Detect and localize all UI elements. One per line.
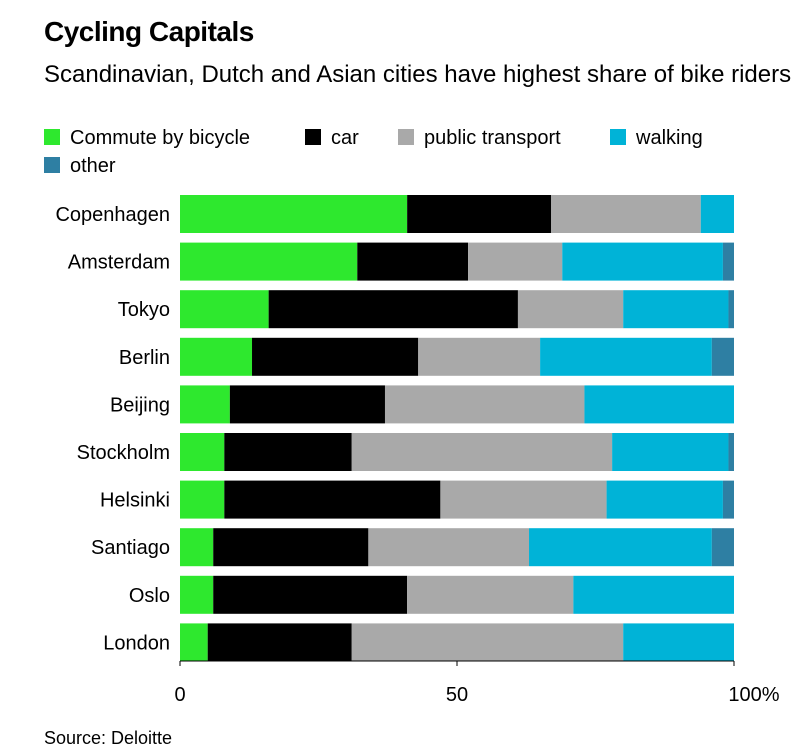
bar-helsinki-other (722, 480, 734, 519)
bar-beijing-bicycle (180, 385, 230, 424)
bar-tokyo-bicycle (180, 290, 269, 329)
bars-layer (180, 195, 734, 662)
category-label-copenhagen: Copenhagen (55, 204, 170, 226)
legend-swatch-car (305, 129, 321, 145)
legend-item-car: car (305, 127, 359, 150)
bar-tokyo-other (728, 290, 734, 329)
legend: Commute by bicycle car public transport … (44, 127, 784, 183)
legend-label-other: other (70, 155, 116, 177)
bar-helsinki-car (224, 480, 441, 519)
bar-london-public-transport (351, 623, 624, 662)
legend-swatch-other (44, 157, 60, 173)
category-label-helsinki: Helsinki (100, 490, 170, 512)
bar-berlin-other (711, 337, 734, 376)
legend-label-walking: walking (636, 127, 703, 149)
bar-helsinki-walking (606, 480, 723, 519)
bar-oslo-walking (573, 575, 734, 614)
legend-item-bicycle: Commute by bicycle (44, 127, 250, 150)
bar-santiago-public-transport (368, 528, 530, 567)
legend-swatch-bicycle (44, 129, 60, 145)
bar-amsterdam-car (357, 242, 469, 281)
bar-copenhagen-bicycle (180, 195, 408, 233)
x-tick-label-100: 100% (728, 684, 779, 706)
legend-swatch-public-transport (398, 129, 414, 145)
bar-stockholm-car (224, 433, 352, 471)
category-label-oslo: Oslo (129, 585, 170, 607)
bar-london-walking (623, 623, 734, 662)
bar-london-car (207, 623, 352, 662)
legend-label-car: car (331, 127, 359, 149)
bar-copenhagen-car (407, 195, 552, 233)
bar-stockholm-other (728, 433, 734, 471)
bar-helsinki-public-transport (440, 480, 607, 519)
x-axis: 0 50 100% (174, 660, 780, 706)
legend-label-bicycle: Commute by bicycle (70, 127, 251, 149)
category-label-tokyo: Tokyo (118, 299, 170, 321)
bar-santiago-car (213, 528, 369, 567)
bar-berlin-walking (540, 337, 712, 376)
bar-berlin-bicycle (180, 337, 253, 376)
legend-label-public-transport: public transport (424, 127, 561, 149)
legend-item-walking: walking (610, 127, 703, 150)
category-label-santiago: Santiago (91, 537, 170, 559)
bar-oslo-car (213, 575, 408, 614)
bar-tokyo-walking (623, 290, 729, 329)
category-labels: Copenhagen Amsterdam Tokyo Berlin Beijing Sto… (55, 204, 170, 654)
bar-tokyo-public-transport (517, 290, 624, 329)
bar-berlin-public-transport (418, 337, 541, 376)
category-label-stockholm: Stockholm (77, 442, 170, 464)
bar-santiago-other (711, 528, 734, 567)
bar-beijing-walking (584, 385, 734, 424)
legend-item-public-transport: public transport (398, 127, 561, 150)
bar-stockholm-bicycle (180, 433, 225, 471)
bar-beijing-public-transport (384, 385, 585, 424)
category-label-london: London (103, 632, 170, 654)
bar-santiago-walking (529, 528, 712, 567)
bar-london-bicycle (180, 623, 208, 662)
category-label-beijing: Beijing (110, 394, 170, 416)
bar-amsterdam-other (722, 242, 734, 281)
bar-copenhagen-walking (700, 195, 734, 233)
category-label-amsterdam: Amsterdam (68, 252, 170, 274)
bar-copenhagen-public-transport (551, 195, 701, 233)
legend-item-other: other (44, 155, 116, 178)
bar-oslo-bicycle (180, 575, 214, 614)
bar-helsinki-bicycle (180, 480, 225, 519)
bar-beijing-car (229, 385, 385, 424)
category-label-berlin: Berlin (119, 347, 170, 369)
chart-title: Cycling Capitals (44, 16, 254, 47)
source-note: Source: Deloitte (44, 728, 173, 748)
bar-tokyo-car (268, 290, 518, 329)
bar-amsterdam-bicycle (180, 242, 358, 281)
bar-oslo-public-transport (407, 575, 574, 614)
bar-amsterdam-public-transport (468, 242, 563, 281)
legend-swatch-walking (610, 129, 626, 145)
bar-santiago-bicycle (180, 528, 214, 567)
x-tick-label-0: 0 (174, 684, 185, 706)
bar-stockholm-public-transport (351, 433, 613, 471)
bar-berlin-car (252, 337, 419, 376)
x-tick-label-50: 50 (446, 684, 468, 706)
bar-stockholm-walking (612, 433, 729, 471)
bar-amsterdam-walking (562, 242, 723, 281)
chart-subtitle: Scandinavian, Dutch and Asian cities hav… (44, 61, 792, 88)
